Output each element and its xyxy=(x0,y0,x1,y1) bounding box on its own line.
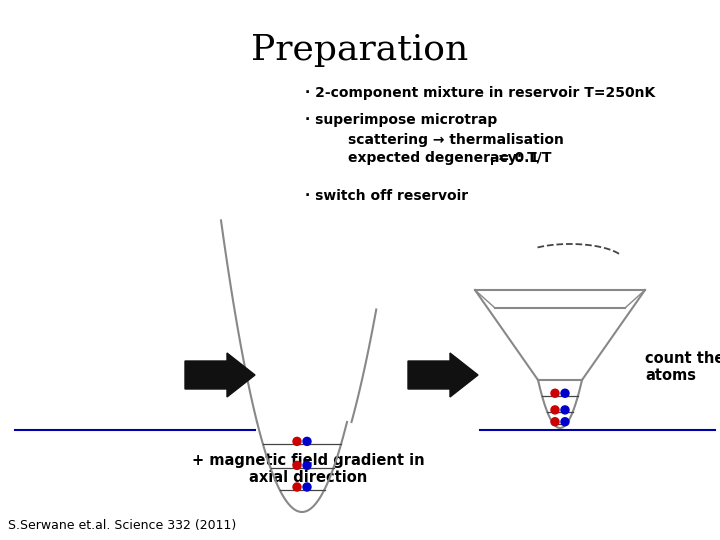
Circle shape xyxy=(561,418,569,426)
Text: expected degeneracy: T/T: expected degeneracy: T/T xyxy=(348,151,552,165)
Circle shape xyxy=(551,406,559,414)
Text: · 2-component mixture in reservoir T=250nK: · 2-component mixture in reservoir T=250… xyxy=(305,86,655,100)
Circle shape xyxy=(293,483,301,491)
Text: axial direction: axial direction xyxy=(249,469,367,484)
Circle shape xyxy=(551,389,559,397)
Polygon shape xyxy=(185,353,255,397)
Text: F: F xyxy=(490,157,498,167)
Circle shape xyxy=(293,437,301,446)
Circle shape xyxy=(561,389,569,397)
Text: Preparation: Preparation xyxy=(251,33,469,67)
Circle shape xyxy=(561,406,569,414)
Circle shape xyxy=(293,461,301,469)
Text: · switch off reservoir: · switch off reservoir xyxy=(305,189,468,203)
Circle shape xyxy=(303,461,311,469)
Text: + magnetic field gradient in: + magnetic field gradient in xyxy=(192,453,424,468)
Text: S.Serwane et.al. Science 332 (2011): S.Serwane et.al. Science 332 (2011) xyxy=(8,519,236,532)
Circle shape xyxy=(551,418,559,426)
Text: = 0.1: = 0.1 xyxy=(498,151,539,165)
Text: scattering → thermalisation: scattering → thermalisation xyxy=(348,133,564,147)
Circle shape xyxy=(303,483,311,491)
Circle shape xyxy=(303,437,311,446)
Polygon shape xyxy=(408,353,478,397)
Text: count the
atoms: count the atoms xyxy=(645,351,720,383)
Text: · superimpose microtrap: · superimpose microtrap xyxy=(305,113,498,127)
